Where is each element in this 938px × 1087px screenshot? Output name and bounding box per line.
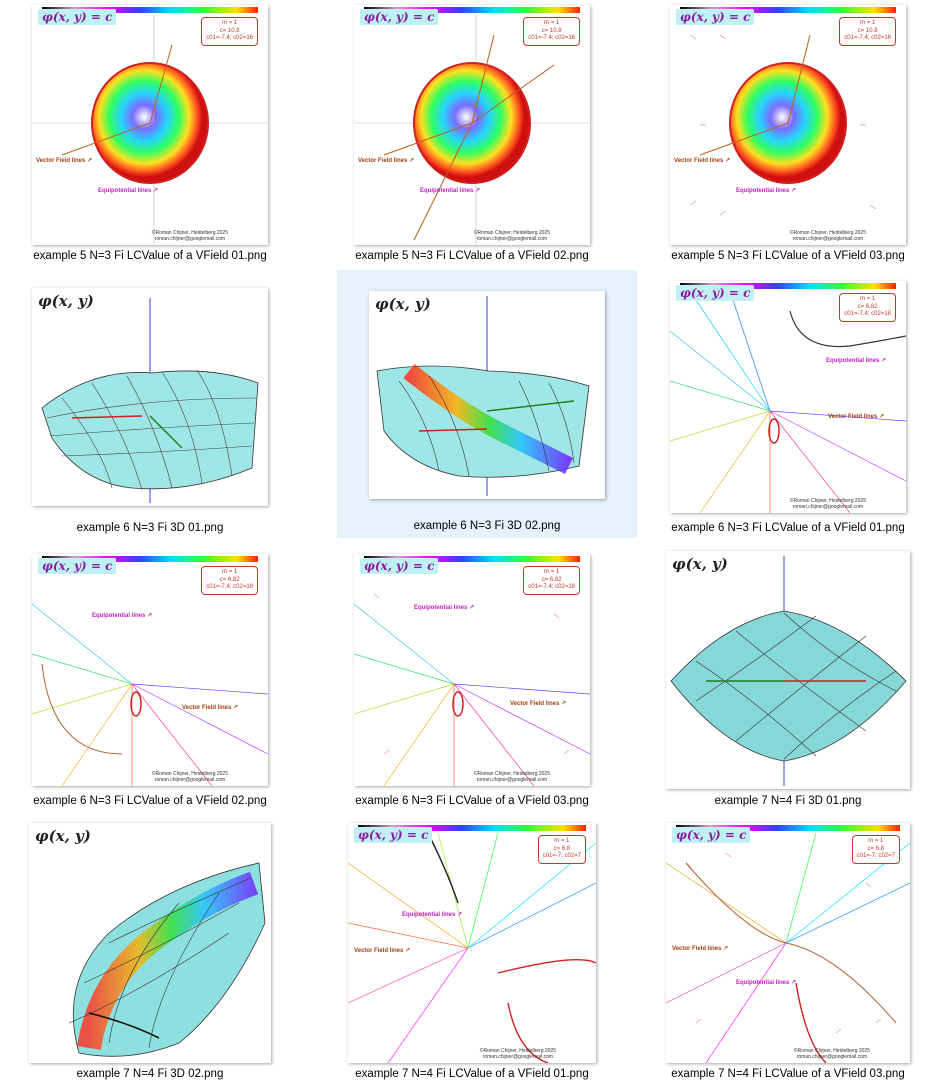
- thumbnail: φ(x, y) = c m = 1 c= 6.82 c01=-7.4; c02=18…: [0, 545, 300, 795]
- plot-title: φ(x, y): [38, 292, 94, 310]
- equipotential-label: Equipotential lines ↗: [826, 358, 887, 364]
- thumbnail: φ(x, y) = c m = 1 c= 6.8 c01=-7; c02=7 Equ…: [322, 818, 622, 1068]
- file-tile-9[interactable]: φ(x, y) example 7 N=4 Fi 3D 01.png: [638, 545, 938, 813]
- equipotential-label: Equipotential lines ↗: [414, 605, 475, 611]
- file-tile-2[interactable]: φ(x, y) = c m = 1 c= 10.8 c01=-7.4; c02=16…: [322, 0, 622, 268]
- file-name: example 6 N=3 Fi LCValue of a VField 01.…: [671, 522, 905, 534]
- file-tile-1[interactable]: φ(x, y) = c m = 1 c= 10.8 c01=-7.4; c02=16…: [0, 0, 300, 268]
- parameter-badge: m = 1 c= 10.8 c01=-7.4; c02=16: [523, 17, 580, 46]
- file-name: example 6 N=3 Fi 3D 02.png: [413, 520, 561, 532]
- plot-title: φ(x, y) = c: [38, 558, 117, 574]
- plot-title: φ(x, y): [672, 555, 728, 573]
- file-name: example 6 N=3 Fi LCValue of a VField 03.…: [355, 795, 589, 807]
- file-tile-6[interactable]: φ(x, y) = c m = 1 c= 6.82 c01=-7.4; c02=18…: [638, 272, 938, 540]
- vector-field-label: Vector Field lines ↗: [672, 946, 729, 952]
- equipotential-label: Equipotential lines ↗: [736, 188, 797, 194]
- plot-title: φ(x, y) = c: [360, 9, 439, 25]
- parameter-badge: m = 1 c= 6.8 c01=-7; c02=7: [851, 835, 900, 864]
- file-tile-8[interactable]: φ(x, y) = c m = 1 c= 6.82 c01=-7.4; c02=18…: [322, 545, 622, 813]
- vector-field-label: Vector Field lines ↗: [674, 158, 731, 164]
- file-tile-5[interactable]: φ(x, y) example 6 N=3 Fi 3D 02.png: [337, 270, 637, 538]
- badge-m: m = 1: [222, 20, 238, 26]
- credit: ©Roman Chijner, Heidelberg 2025 roman.chi…: [151, 230, 228, 242]
- credit: ©Roman Chijner, Heidelberg 2025 roman.chi…: [789, 230, 866, 242]
- parameter-badge: m = 1 c= 10.8 c01=-7.4; c02=16: [201, 17, 258, 46]
- credit: ©Roman Chijner, Heidelberg 2025 roman.chi…: [793, 1048, 870, 1060]
- file-tile-7[interactable]: φ(x, y) = c m = 1 c= 6.82 c01=-7.4; c02=18…: [0, 545, 300, 813]
- vector-field-label: Vector Field lines ↗: [358, 158, 415, 164]
- thumbnail: φ(x, y): [337, 270, 637, 520]
- equipotential-label: Equipotential lines ↗: [736, 980, 797, 986]
- plot-title: φ(x, y) = c: [676, 9, 755, 25]
- thumbnail: φ(x, y) = c m = 1 c= 10.8 c01=-7.4; c02=16…: [322, 0, 622, 250]
- equipotential-label: Equipotential lines ↗: [402, 912, 463, 918]
- vector-field-label: Vector Field lines ↗: [828, 414, 885, 420]
- equipotential-label: Equipotential lines ↗: [92, 613, 153, 619]
- file-name: example 5 N=3 Fi LCValue of a VField 03.…: [671, 250, 905, 262]
- parameter-badge: m = 1 c= 6.8 c01=-7; c02=7: [537, 835, 586, 864]
- file-tile-11[interactable]: φ(x, y) = c m = 1 c= 6.8 c01=-7; c02=7 Equ…: [322, 818, 622, 1086]
- thumbnail: φ(x, y) = c m = 1 c= 10.8 c01=-7.4; c02=16…: [638, 0, 938, 250]
- file-name: example 5 N=3 Fi LCValue of a VField 02.…: [355, 250, 589, 262]
- thumbnail: φ(x, y) = c m = 1 c= 10.8 c01=-7.4; c02=16…: [0, 0, 300, 250]
- parameter-badge: m = 1 c= 6.82 c01=-7.4; c02=18: [523, 566, 580, 595]
- thumbnail: φ(x, y): [0, 818, 300, 1068]
- thumbnail: φ(x, y) = c m = 1 c= 6.8 c01=-7; c02=7 Vec…: [638, 818, 938, 1068]
- plot-title: φ(x, y) = c: [672, 827, 751, 843]
- file-tile-3[interactable]: φ(x, y) = c m = 1 c= 10.8 c01=-7.4; c02=16…: [638, 0, 938, 268]
- file-tile-12[interactable]: φ(x, y) = c m = 1 c= 6.8 c01=-7; c02=7 Vec…: [638, 818, 938, 1086]
- file-name: example 6 N=3 Fi 3D 01.png: [76, 522, 224, 534]
- credit: ©Roman Chijner, Heidelberg 2025 roman.chi…: [789, 498, 866, 510]
- plot-title: φ(x, y): [375, 295, 431, 313]
- credit: ©Roman Chijner, Heidelberg 2025 roman.chi…: [479, 1048, 556, 1060]
- plot-title: φ(x, y) = c: [354, 827, 433, 843]
- file-name: example 7 N=4 Fi 3D 01.png: [714, 795, 862, 807]
- credit: ©Roman Chijner, Heidelberg 2025 roman.chi…: [473, 230, 550, 242]
- equipotential-label: Equipotential lines ↗: [420, 188, 481, 194]
- badge-c: c= 10.8: [219, 27, 240, 34]
- file-name: example 7 N=4 Fi LCValue of a VField 01.…: [355, 1068, 589, 1080]
- vector-field-label: Vector Field lines ↗: [36, 158, 93, 164]
- parameter-badge: m = 1 c= 6.82 c01=-7.4; c02=18: [839, 293, 896, 322]
- parameter-badge: m = 1 c= 6.82 c01=-7.4; c02=18: [201, 566, 258, 595]
- thumbnail: φ(x, y) = c m = 1 c= 6.82 c01=-7.4; c02=18…: [322, 545, 622, 795]
- vector-field-label: Vector Field lines ↗: [354, 948, 411, 954]
- plot-title: φ(x, y): [35, 827, 91, 845]
- file-name: example 5 N=3 Fi LCValue of a VField 01.…: [33, 250, 267, 262]
- parameter-badge: m = 1 c= 10.8 c01=-7.4; c02=16: [839, 17, 896, 46]
- file-name: example 6 N=3 Fi LCValue of a VField 02.…: [33, 795, 267, 807]
- equipotential-label: Equipotential lines ↗: [98, 188, 159, 194]
- file-name: example 7 N=4 Fi 3D 02.png: [76, 1068, 224, 1080]
- thumbnail: φ(x, y): [638, 545, 938, 795]
- plot-title: φ(x, y) = c: [360, 558, 439, 574]
- credit: ©Roman Chijner, Heidelberg 2025 roman.chi…: [473, 771, 550, 783]
- file-tile-10[interactable]: φ(x, y) example 7 N=4 Fi 3D 02.png: [0, 818, 300, 1086]
- credit: ©Roman Chijner, Heidelberg 2025 roman.chi…: [151, 771, 228, 783]
- file-name: example 7 N=4 Fi LCValue of a VField 03.…: [671, 1068, 905, 1080]
- file-tile-4[interactable]: φ(x, y) example 6 N=3 Fi 3D 01.png: [0, 272, 300, 540]
- thumbnail: φ(x, y) = c m = 1 c= 6.82 c01=-7.4; c02=18…: [638, 272, 938, 522]
- badge-c-range: c01=-7.4; c02=16: [206, 35, 253, 41]
- vector-field-label: Vector Field lines ↗: [510, 701, 567, 707]
- vector-field-label: Vector Field lines ↗: [182, 705, 239, 711]
- plot-title: φ(x, y) = c: [38, 9, 117, 25]
- plot-title: φ(x, y) = c: [676, 285, 755, 301]
- thumbnail: φ(x, y): [0, 272, 300, 522]
